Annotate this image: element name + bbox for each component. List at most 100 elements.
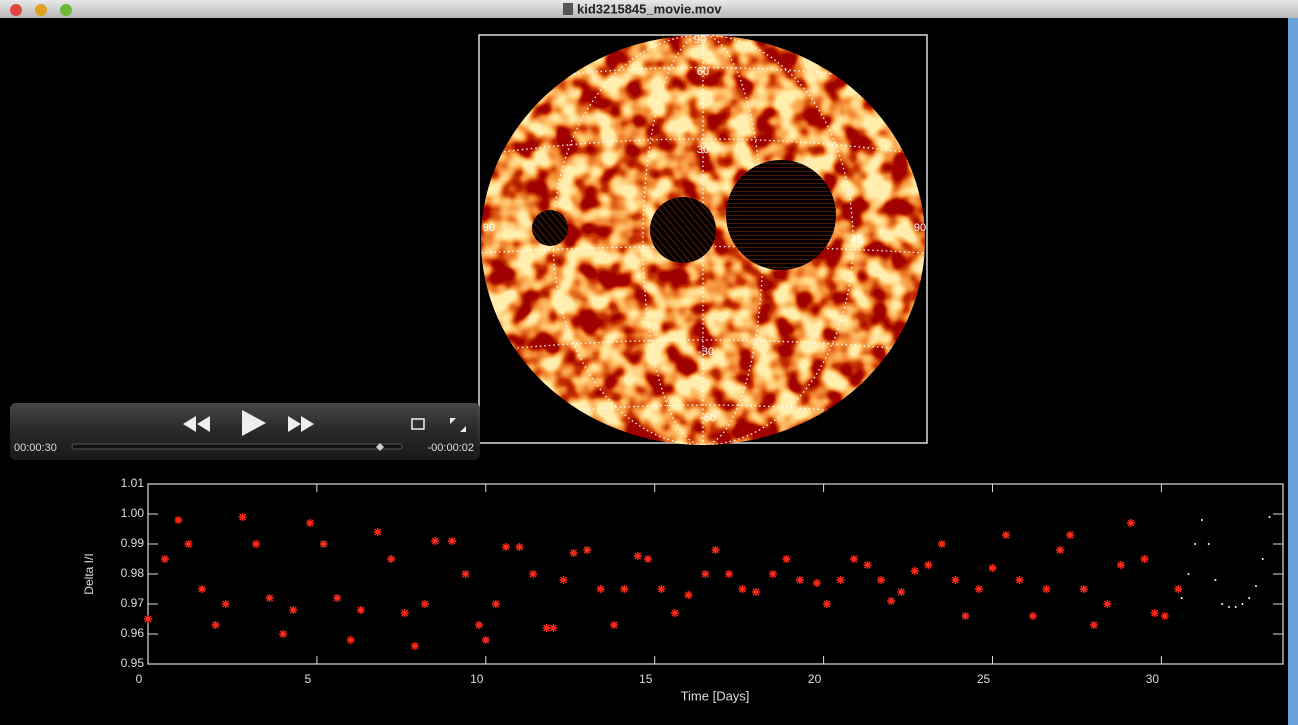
data-point [849, 555, 858, 563]
fast-forward-button[interactable] [288, 416, 314, 432]
y-tick-label: 0.96 [121, 626, 145, 640]
data-point [951, 576, 960, 584]
data-point [596, 585, 605, 593]
data-point [1079, 585, 1088, 593]
data-point [583, 546, 592, 554]
y-tick-label: 0.99 [121, 536, 145, 550]
data-point [620, 585, 629, 593]
data-point [1042, 585, 1051, 593]
grid-label: 30 [697, 144, 709, 156]
data-point [924, 561, 933, 569]
data-point [333, 594, 342, 602]
data-point [812, 579, 821, 587]
data-point [373, 528, 382, 536]
data-point [711, 546, 720, 554]
spot [650, 197, 716, 263]
data-point [184, 540, 193, 548]
data-point [1268, 516, 1271, 518]
grid-label: -30 [698, 346, 714, 358]
minimize-button[interactable] [35, 4, 47, 16]
data-point [420, 600, 429, 608]
star-disc [481, 35, 925, 445]
play-button[interactable] [242, 410, 266, 436]
remaining-time: -00:00:02 [428, 442, 474, 454]
data-point [431, 537, 440, 545]
data-point [877, 576, 886, 584]
y-tick-label: 0.97 [121, 596, 145, 610]
data-point [1089, 621, 1098, 629]
close-button[interactable] [10, 4, 22, 16]
data-point [1194, 543, 1197, 545]
data-point [910, 567, 919, 575]
title-bar [0, 0, 1298, 18]
data-point [782, 555, 791, 563]
data-point [1227, 606, 1230, 608]
data-point [610, 621, 619, 629]
data-point [387, 555, 396, 563]
data-point [542, 624, 551, 632]
data-point [491, 600, 500, 608]
data-point [265, 594, 274, 602]
data-point [174, 516, 183, 524]
x-tick-label: 15 [639, 672, 653, 686]
data-point [725, 570, 734, 578]
data-point [1150, 609, 1159, 617]
data-point [897, 588, 906, 596]
data-point [481, 636, 490, 644]
grid-label: 90 [914, 222, 926, 234]
data-point [670, 609, 679, 617]
data-point [1234, 606, 1237, 608]
fullscreen-button[interactable] [450, 418, 466, 432]
x-tick-label: 30 [1146, 672, 1160, 686]
y-tick-label: 1.00 [121, 506, 145, 520]
data-point [211, 621, 220, 629]
data-point [1241, 603, 1244, 605]
data-point [448, 537, 457, 545]
data-point [1116, 561, 1125, 569]
data-point [1029, 612, 1038, 620]
data-point [974, 585, 983, 593]
data-point [529, 570, 538, 578]
grid-label: 60 [697, 66, 709, 78]
data-point [319, 540, 328, 548]
spot [532, 210, 568, 246]
grid-label: 45 [851, 234, 863, 246]
y-tick-label: 0.95 [121, 656, 145, 670]
data-point [1200, 519, 1203, 521]
grid-label: 90 [694, 34, 706, 46]
x-tick-label: 10 [470, 672, 484, 686]
data-point [279, 630, 288, 638]
data-point [836, 576, 845, 584]
window-title: kid3215845_movie.mov [577, 1, 722, 16]
y-tick-label: 0.98 [121, 566, 145, 580]
data-point [400, 609, 409, 617]
data-point [684, 591, 693, 599]
data-point [356, 606, 365, 614]
data-point [1056, 546, 1065, 554]
file-icon [563, 3, 573, 15]
scrubber-knob[interactable] [376, 443, 384, 451]
y-axis-label: Delta I/I [82, 553, 96, 594]
zoom-button[interactable] [60, 4, 72, 16]
data-point [738, 585, 747, 593]
data-point [1103, 600, 1112, 608]
data-point [701, 570, 710, 578]
data-point [1207, 543, 1210, 545]
data-point [475, 621, 484, 629]
rewind-button[interactable] [183, 416, 210, 432]
x-tick-label: 0 [136, 672, 143, 686]
grid-label: -60 [700, 412, 716, 424]
scrubber-track[interactable] [71, 443, 403, 450]
desktop-edge [1288, 18, 1298, 725]
data-point [988, 564, 997, 572]
data-point [346, 636, 355, 644]
data-point [252, 540, 261, 548]
data-point [937, 540, 946, 548]
spot [726, 160, 836, 270]
share-button[interactable] [411, 418, 425, 430]
data-point [198, 585, 207, 593]
data-point [549, 624, 558, 632]
data-point [502, 543, 511, 551]
data-point [1254, 585, 1257, 587]
